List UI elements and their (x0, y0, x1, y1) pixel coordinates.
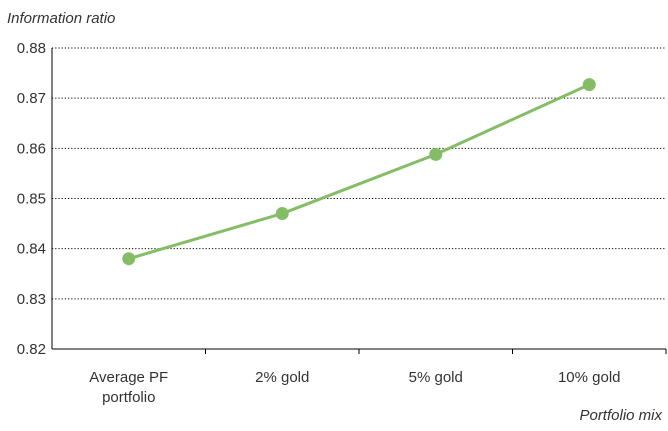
series-layer (122, 78, 596, 266)
x-tick-label: Average PF portfolio (89, 369, 168, 406)
y-tick-label: 0.88 (17, 40, 46, 57)
x-tick-label: 10% gold (558, 369, 621, 386)
y-tick-label: 0.85 (17, 191, 46, 208)
x-axis-title: Portfolio mix (579, 407, 662, 424)
y-tick-label: 0.87 (17, 90, 46, 107)
series-line (128, 83, 590, 261)
y-axis-title: Information ratio (7, 10, 116, 27)
x-tick-labels: Average PF portfolio 2% gold 5% gold 10% gol… (89, 369, 620, 406)
x-tick-label-line: 5% gold (409, 369, 463, 386)
x-tick-label: 2% gold (255, 369, 309, 386)
data-point (429, 147, 443, 161)
data-point (275, 207, 289, 221)
axes (51, 48, 667, 354)
y-tick-labels: 0.82 0.83 0.84 0.85 0.86 0.87 0.88 (17, 40, 46, 358)
y-tick-label: 0.84 (17, 241, 46, 258)
x-tick-label: 5% gold (409, 369, 463, 386)
x-tick-label-line: 10% gold (558, 369, 621, 386)
y-tick-label: 0.86 (17, 140, 46, 157)
data-point (122, 252, 136, 266)
data-point (582, 78, 596, 92)
x-tick-label-line: 2% gold (255, 369, 309, 386)
gridlines (52, 47, 666, 300)
x-tick-label-line: Average PF (89, 369, 168, 386)
x-tick-label-line: portfolio (102, 389, 155, 406)
y-tick-label: 0.82 (17, 341, 46, 358)
y-tick-label: 0.83 (17, 291, 46, 308)
